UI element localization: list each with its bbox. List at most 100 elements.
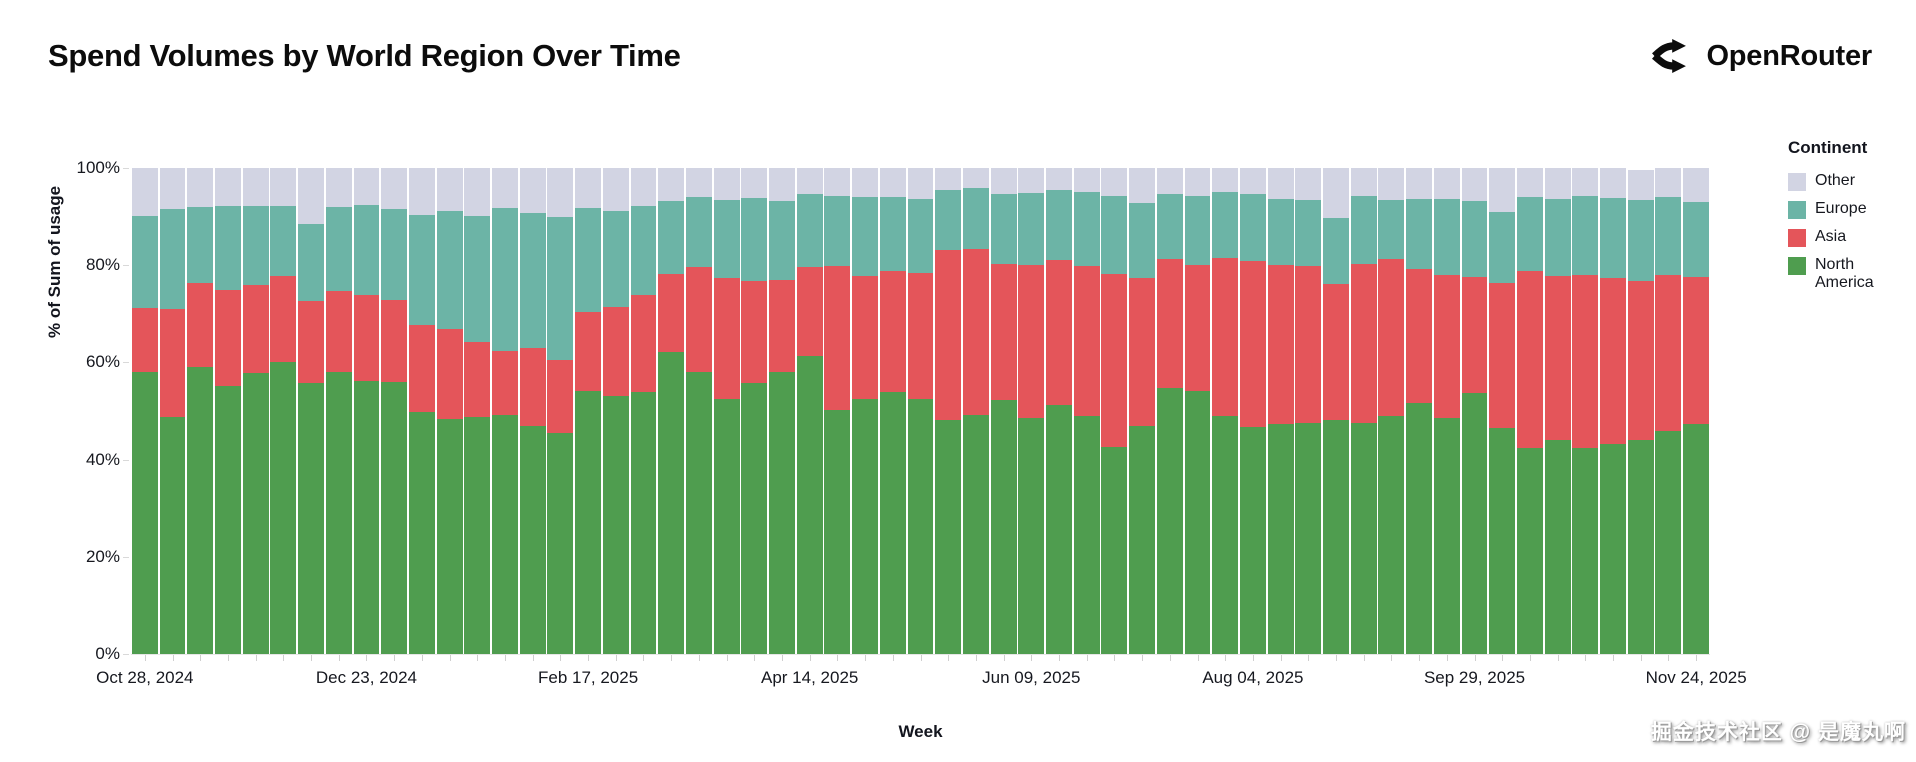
bar-segment-north-america[interactable]: [547, 433, 574, 654]
bar-segment-europe[interactable]: [935, 190, 962, 251]
bar[interactable]: [879, 168, 906, 654]
bar-segment-other[interactable]: [131, 168, 158, 216]
bar-segment-other[interactable]: [298, 168, 324, 224]
bar-segment-other[interactable]: [824, 168, 851, 197]
bar-segment-other[interactable]: [436, 168, 463, 211]
bar-segment-north-america[interactable]: [325, 371, 352, 654]
bar-segment-north-america[interactable]: [492, 414, 518, 654]
bar-segment-europe[interactable]: [1156, 193, 1183, 260]
bar-segment-europe[interactable]: [464, 215, 491, 342]
bar-segment-other[interactable]: [159, 168, 186, 210]
bar[interactable]: [990, 168, 1017, 654]
bar-segment-north-america[interactable]: [464, 416, 491, 654]
bar-segment-north-america[interactable]: [298, 382, 324, 654]
bar-segment-other[interactable]: [769, 168, 795, 202]
bar-segment-other[interactable]: [1156, 168, 1183, 194]
bar-segment-other[interactable]: [1655, 168, 1682, 198]
bar-segment-other[interactable]: [1212, 168, 1239, 192]
bar[interactable]: [962, 168, 989, 654]
bar-segment-north-america[interactable]: [1406, 402, 1433, 654]
bar[interactable]: [1406, 168, 1433, 654]
bar-segment-north-america[interactable]: [242, 373, 269, 654]
bar-segment-asia[interactable]: [1544, 276, 1571, 441]
bar-segment-europe[interactable]: [547, 216, 574, 360]
bar-segment-north-america[interactable]: [935, 420, 962, 654]
bar-segment-north-america[interactable]: [1683, 424, 1710, 654]
bar-segment-north-america[interactable]: [1600, 443, 1626, 654]
bar-segment-asia[interactable]: [824, 265, 851, 410]
bar-segment-other[interactable]: [1489, 168, 1516, 213]
legend-item-other[interactable]: Other: [1788, 172, 1908, 191]
bar-segment-other[interactable]: [1683, 168, 1710, 202]
bar-segment-europe[interactable]: [1350, 196, 1377, 264]
bar-segment-europe[interactable]: [907, 198, 934, 273]
bar-segment-europe[interactable]: [852, 197, 879, 277]
bar[interactable]: [492, 168, 518, 654]
bar[interactable]: [1378, 168, 1405, 654]
bar[interactable]: [796, 168, 823, 654]
bar-segment-asia[interactable]: [852, 276, 879, 400]
bar-segment-europe[interactable]: [1489, 212, 1516, 284]
bar-segment-north-america[interactable]: [215, 386, 241, 654]
bar-segment-europe[interactable]: [325, 207, 352, 292]
bar-segment-north-america[interactable]: [1433, 418, 1460, 654]
bar-segment-europe[interactable]: [1239, 194, 1266, 262]
bar-segment-europe[interactable]: [769, 201, 795, 280]
bar-segment-asia[interactable]: [242, 284, 269, 374]
bar-segment-north-america[interactable]: [1156, 387, 1183, 654]
bar-segment-europe[interactable]: [1572, 196, 1599, 276]
bar-segment-other[interactable]: [1516, 168, 1543, 198]
bar-segment-north-america[interactable]: [1295, 423, 1322, 654]
bar[interactable]: [242, 168, 269, 654]
bar-segment-other[interactable]: [935, 168, 962, 191]
legend-item-north-america[interactable]: North America: [1788, 256, 1908, 293]
bar-segment-europe[interactable]: [1600, 198, 1626, 278]
bar-segment-asia[interactable]: [492, 350, 518, 415]
legend-item-europe[interactable]: Europe: [1788, 200, 1908, 219]
bar[interactable]: [907, 168, 934, 654]
bar-segment-asia[interactable]: [325, 291, 352, 372]
bar-segment-other[interactable]: [1046, 168, 1072, 191]
bar[interactable]: [436, 168, 463, 654]
bar-segment-europe[interactable]: [187, 207, 214, 284]
bar-segment-north-america[interactable]: [353, 380, 380, 654]
bar-segment-europe[interactable]: [1018, 192, 1045, 265]
bar-segment-europe[interactable]: [353, 205, 380, 295]
bar-segment-north-america[interactable]: [131, 371, 158, 654]
bar[interactable]: [547, 168, 574, 654]
bar-segment-europe[interactable]: [1129, 203, 1156, 278]
bar[interactable]: [381, 168, 408, 654]
bar-segment-other[interactable]: [962, 168, 989, 189]
bar-segment-other[interactable]: [325, 168, 352, 208]
bar-segment-asia[interactable]: [602, 306, 629, 396]
bar-segment-other[interactable]: [1073, 168, 1100, 192]
bar-segment-asia[interactable]: [962, 249, 989, 415]
bar-segment-asia[interactable]: [1516, 271, 1543, 449]
bar-segment-europe[interactable]: [408, 215, 435, 325]
bar-segment-north-america[interactable]: [962, 414, 989, 654]
bar-segment-asia[interactable]: [1295, 266, 1322, 424]
bar-segment-north-america[interactable]: [685, 371, 712, 654]
bar-segment-asia[interactable]: [713, 277, 740, 399]
bar-segment-north-america[interactable]: [852, 399, 879, 654]
bar-segment-north-america[interactable]: [1323, 419, 1349, 654]
bar-segment-other[interactable]: [575, 168, 602, 208]
bar[interactable]: [408, 168, 435, 654]
bar[interactable]: [1600, 168, 1626, 654]
bar-segment-europe[interactable]: [242, 206, 269, 285]
bar-segment-asia[interactable]: [1212, 257, 1239, 416]
bar[interactable]: [1627, 168, 1654, 654]
bar-segment-europe[interactable]: [1267, 198, 1294, 266]
bar-segment-north-america[interactable]: [408, 412, 435, 654]
bar-segment-other[interactable]: [1267, 168, 1294, 199]
bar-segment-asia[interactable]: [1323, 284, 1349, 420]
bar-segment-asia[interactable]: [1101, 274, 1128, 447]
bar-segment-europe[interactable]: [159, 209, 186, 310]
bar-segment-other[interactable]: [408, 168, 435, 216]
bar-segment-asia[interactable]: [685, 267, 712, 372]
bar-segment-europe[interactable]: [796, 194, 823, 268]
bar-segment-asia[interactable]: [935, 250, 962, 421]
bar-segment-other[interactable]: [1406, 168, 1433, 199]
legend-item-asia[interactable]: Asia: [1788, 228, 1908, 247]
bar-segment-north-america[interactable]: [769, 371, 795, 654]
